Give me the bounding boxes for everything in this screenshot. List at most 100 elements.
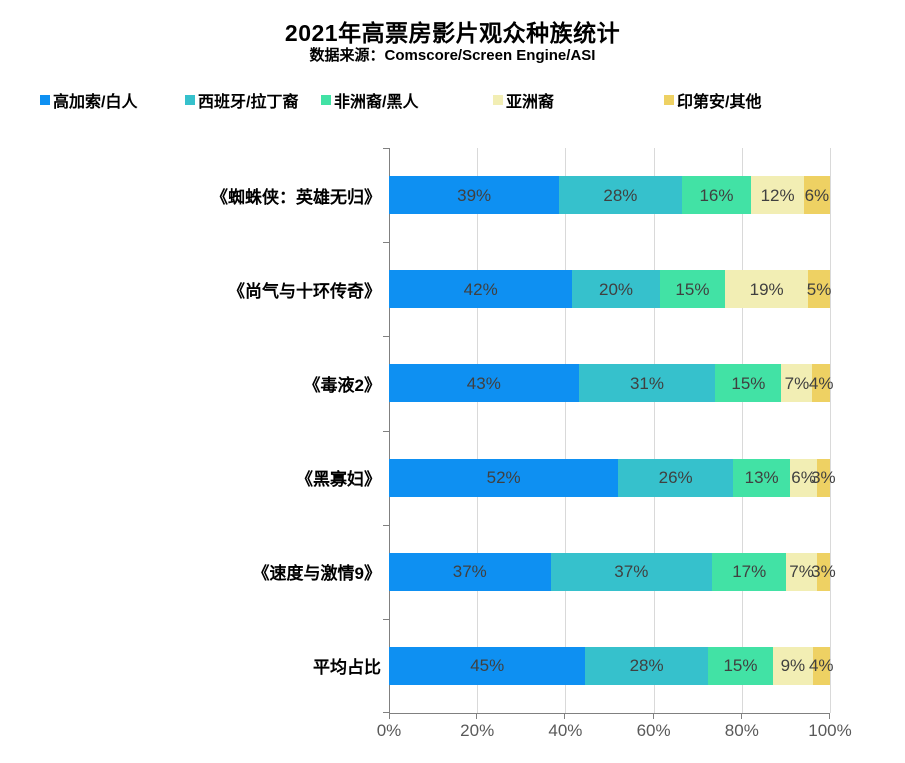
legend-marker-icon <box>664 95 674 105</box>
gridline <box>477 148 479 713</box>
bar-segment: 7% <box>781 364 813 403</box>
x-axis-tick-label: 60% <box>636 721 671 740</box>
bar-value-label: 37% <box>614 562 649 582</box>
bar-row: 39% 28% 16% 12% 6% <box>389 176 830 215</box>
bar-value-label: 28% <box>629 656 664 676</box>
bar-value-label: 3% <box>811 468 836 488</box>
legend-item: 高加索/白人 <box>40 88 137 112</box>
x-axis-tick-label: 20% <box>460 721 495 740</box>
chart-title: 2021年高票房影片观众种族统计 <box>284 20 621 46</box>
bar-segment: 9% <box>773 646 813 685</box>
legend-item: 非洲裔/黑人 <box>321 88 418 112</box>
bar-value-label: 15% <box>731 373 766 393</box>
bar-value-label: 28% <box>603 185 638 205</box>
x-axis-tick <box>476 713 478 719</box>
bar-row: 45% 28% 15% 9% 4% <box>389 646 834 685</box>
y-axis-tick <box>383 525 389 526</box>
legend-marker-icon <box>185 95 195 105</box>
legend: 高加索/白人 西班牙/拉丁裔 非洲裔/黑人 亚洲裔 印第安/其他 <box>0 88 905 112</box>
legend-item: 西班牙/拉丁裔 <box>185 88 298 112</box>
bar-value-label: 16% <box>699 185 734 205</box>
gridline <box>565 148 567 713</box>
bar-segment: 37% <box>389 552 551 591</box>
bar-segment: 39% <box>389 176 560 215</box>
bar-row: 52% 26% 13% 6% 3% <box>389 458 836 497</box>
x-axis-tick <box>740 713 742 719</box>
bar-segment: 6% <box>803 176 830 215</box>
bar-segment: 37% <box>550 552 713 591</box>
bar-value-label: 17% <box>732 562 767 582</box>
bar-value-label: 4% <box>808 656 834 676</box>
bar-segment: 45% <box>389 646 586 685</box>
bar-value-label: 5% <box>806 279 832 299</box>
bar-segment: 4% <box>809 646 834 685</box>
bar-value-label: 52% <box>486 468 521 488</box>
y-axis-tick <box>383 148 389 149</box>
category-axis-labels: 《蜘蛛侠：英雄无归》 《尚气与十环传奇》 《毒液2》 《黑寡妇》 《速度与激情9》 平均占… <box>0 148 381 713</box>
bar-row: 43% 31% 15% 7% 4% <box>389 364 833 403</box>
bar-segment: 20% <box>572 270 660 309</box>
bar-segment: 3% <box>811 458 836 497</box>
x-axis-tick <box>829 713 830 719</box>
y-axis-line <box>389 148 390 713</box>
bar-segment: 28% <box>585 646 708 685</box>
chart-subtitle: 数据来源：Comscore/Screen Engine/ASI <box>309 47 596 64</box>
bar-segment: 15% <box>659 270 726 309</box>
bar-value-label: 20% <box>599 279 634 299</box>
bar-value-label: 3% <box>811 562 836 582</box>
legend-marker-icon <box>40 95 50 105</box>
bar-segment: 43% <box>389 364 579 403</box>
category-label: 《蜘蛛侠：英雄无归》 <box>211 187 381 207</box>
bar-segment: 28% <box>559 176 682 215</box>
bar-segment: 31% <box>578 364 716 403</box>
bar-segment: 7% <box>786 552 817 591</box>
category-label: 《毒液2》 <box>303 375 381 395</box>
bar-value-label: 31% <box>629 373 664 393</box>
x-axis-tick-label: 40% <box>548 721 583 740</box>
bar-segment: 26% <box>618 458 733 497</box>
x-axis-tick-label: 100% <box>808 721 852 740</box>
x-axis-line <box>389 713 830 714</box>
bar-value-label: 15% <box>723 656 758 676</box>
bar-row: 37% 37% 17% 7% 3% <box>389 552 836 591</box>
category-label: 《尚气与十环传奇》 <box>228 281 381 301</box>
bar-value-label: 13% <box>744 468 779 488</box>
legend-item-label: 非洲裔/黑人 <box>334 94 419 111</box>
bar-segment: 4% <box>809 364 833 403</box>
bar-value-label: 42% <box>463 279 498 299</box>
legend-item-label: 印第安/其他 <box>677 94 762 111</box>
bar-value-label: 6% <box>791 468 816 488</box>
bar-value-label: 19% <box>749 279 784 299</box>
bar-segment: 15% <box>707 646 774 685</box>
bar-value-label: 7% <box>789 562 814 582</box>
bar-segment: 19% <box>725 270 809 309</box>
category-label: 平均占比 <box>313 658 381 678</box>
y-axis-tick <box>383 336 389 337</box>
bar-segment: 6% <box>790 458 817 497</box>
legend-marker-icon <box>493 95 503 105</box>
legend-item-label: 西班牙/拉丁裔 <box>198 94 299 111</box>
legend-marker-icon <box>321 95 331 105</box>
bar-row: 42% 20% 15% 19% 5% <box>389 270 832 309</box>
category-label: 《黑寡妇》 <box>296 470 381 490</box>
y-axis-tick <box>383 431 389 432</box>
bar-value-label: 6% <box>804 185 830 205</box>
bar-segment: 13% <box>732 458 791 497</box>
x-axis-tick <box>389 713 390 719</box>
bar-segment: 15% <box>715 364 782 403</box>
legend-item-label: 亚洲裔 <box>506 94 555 111</box>
bar-value-label: 45% <box>470 656 505 676</box>
y-axis-tick <box>383 242 389 243</box>
y-axis-tick <box>383 712 389 713</box>
bar-value-label: 7% <box>784 373 810 393</box>
bar-value-label: 39% <box>457 185 492 205</box>
bar-segment: 16% <box>681 176 752 215</box>
bar-value-label: 37% <box>452 562 487 582</box>
x-axis-tick-labels: 0% 20% 40% 60% 80% 100% <box>377 721 852 743</box>
gridline <box>830 148 831 713</box>
y-axis-tick <box>383 619 389 620</box>
plot-area: 39% 28% 16% 12% 6% 42% 20% 15% 19% 5% 43% 31% 15% 7% 4… <box>383 148 836 719</box>
bar-value-label: 26% <box>658 468 693 488</box>
bar-segment: 52% <box>389 458 619 497</box>
